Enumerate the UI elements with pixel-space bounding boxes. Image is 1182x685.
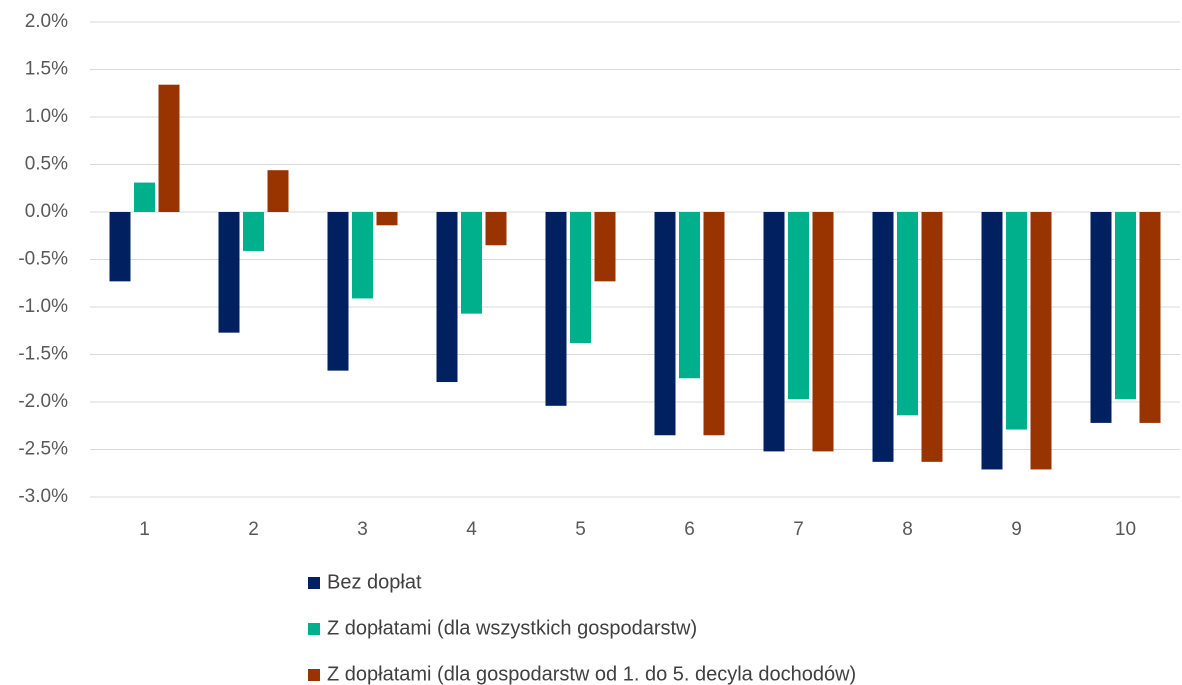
y-tick-label: 2.0%: [25, 11, 68, 32]
bar: [921, 212, 943, 462]
bar: [897, 212, 918, 416]
bar: [461, 212, 482, 314]
x-tick-label: 4: [466, 519, 477, 540]
legend-swatch: [308, 623, 320, 635]
bar: [872, 212, 894, 462]
bar: [545, 212, 567, 406]
bar: [679, 212, 700, 379]
x-tick-label: 10: [1115, 519, 1136, 540]
x-tick-label: 3: [357, 519, 368, 540]
bar: [570, 212, 591, 344]
bar: [134, 182, 155, 212]
bar: [243, 212, 264, 251]
bar: [1006, 212, 1027, 430]
bar: [158, 84, 180, 212]
bar: [981, 212, 1003, 470]
bar: [218, 212, 240, 333]
y-tick-label: -2.0%: [18, 391, 68, 412]
bar: [352, 212, 373, 299]
legend-swatch: [308, 577, 320, 589]
x-tick-label: 5: [575, 519, 586, 540]
bar: [485, 212, 507, 246]
y-tick-label: -0.5%: [18, 249, 68, 270]
bar: [436, 212, 458, 383]
legend-label: Z dopłatami (dla wszystkich gospodarstw): [327, 617, 697, 639]
y-tick-label: 0.5%: [25, 154, 68, 175]
bar: [327, 212, 349, 371]
bar: [1139, 212, 1161, 423]
bar: [376, 212, 398, 226]
legend-label: Z dopłatami (dla gospodarstw od 1. do 5.…: [327, 663, 856, 685]
bar: [654, 212, 676, 436]
y-tick-label: -1.5%: [18, 344, 68, 365]
x-tick-label: 6: [684, 519, 695, 540]
bar: [267, 170, 289, 212]
x-tick-label: 2: [248, 519, 259, 540]
bar: [109, 212, 131, 282]
x-tick-label: 9: [1011, 519, 1022, 540]
y-tick-label: -1.0%: [18, 296, 68, 317]
y-tick-label: 1.5%: [25, 59, 68, 80]
bar: [1030, 212, 1052, 470]
bar: [763, 212, 785, 452]
legend-label: Bez dopłat: [327, 571, 422, 593]
y-tick-label: -2.5%: [18, 439, 68, 460]
y-tick-label: -3.0%: [18, 486, 68, 507]
x-tick-label: 1: [139, 519, 150, 540]
bar: [812, 212, 834, 452]
bar: [594, 212, 616, 282]
x-tick-label: 8: [902, 519, 913, 540]
bar: [703, 212, 725, 436]
bar: [1115, 212, 1136, 400]
y-tick-label: 1.0%: [25, 106, 68, 127]
x-tick-label: 7: [793, 519, 804, 540]
bar: [1090, 212, 1112, 423]
y-tick-label: 0.0%: [25, 201, 68, 222]
bar: [788, 212, 809, 400]
legend-swatch: [308, 669, 320, 681]
